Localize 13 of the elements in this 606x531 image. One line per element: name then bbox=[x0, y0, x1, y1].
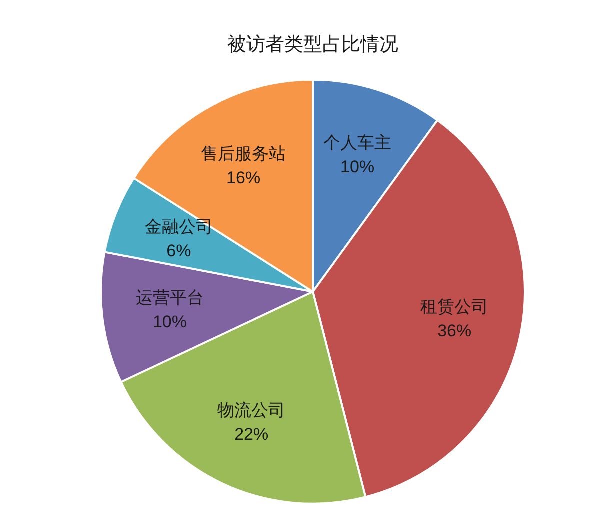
data-label: 10% bbox=[340, 157, 375, 176]
slice-label: 售后服务站 bbox=[201, 144, 286, 164]
data-label: 10% bbox=[152, 312, 187, 332]
slice-label: 租赁公司 bbox=[420, 298, 489, 317]
data-label: 16% bbox=[226, 168, 261, 188]
slice-label: 金融公司 bbox=[144, 218, 213, 237]
data-label: 22% bbox=[234, 425, 269, 444]
slice-label: 个人车主 bbox=[324, 133, 392, 152]
slice-label: 运营平台 bbox=[136, 288, 204, 308]
data-label: 36% bbox=[438, 322, 472, 341]
chart-title: 被访者类型占比情况 bbox=[228, 34, 398, 56]
data-label: 6% bbox=[166, 242, 192, 261]
slice-label: 物流公司 bbox=[218, 401, 286, 420]
